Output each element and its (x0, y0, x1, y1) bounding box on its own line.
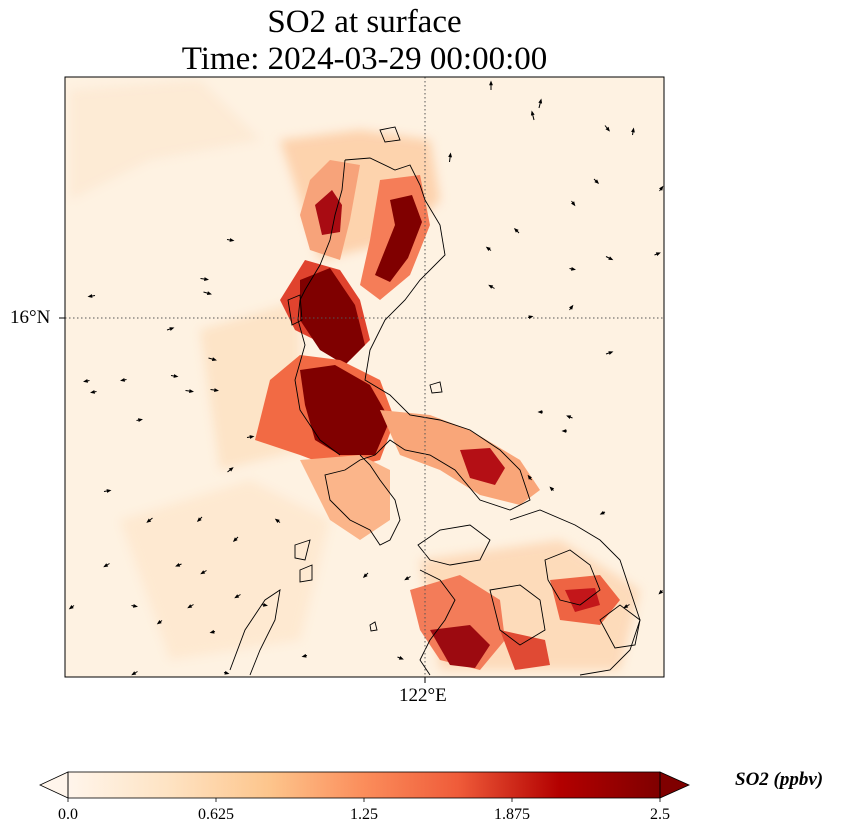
lat-tick-label: 16°N (10, 307, 51, 328)
coastlines (229, 126, 641, 676)
colorbar-label: SO2 (ppbv) (735, 769, 824, 790)
colorbar-tick-2: 1.25 (350, 806, 378, 823)
colorbar-tick-3: 1.875 (494, 806, 530, 823)
chart-title-line1: SO2 at surface (267, 4, 462, 40)
wind-vectors (68, 80, 664, 676)
so2-plume (255, 160, 620, 670)
colorbar (39, 771, 690, 802)
colorbar-max-extend (659, 771, 690, 799)
lon-tick-label: 122°E (399, 685, 447, 706)
colorbar-min-extend (39, 771, 69, 799)
map-frame (64, 76, 665, 678)
colorbar-tick-4: 2.5 (650, 806, 670, 823)
map-field (65, 77, 664, 677)
colorbar-tick-1: 0.625 (198, 806, 234, 823)
colorbar-gradient (68, 772, 660, 798)
colorbar-tick-0: 0.0 (58, 806, 78, 823)
chart-title-line2: Time: 2024-03-29 00:00:00 (181, 41, 548, 77)
